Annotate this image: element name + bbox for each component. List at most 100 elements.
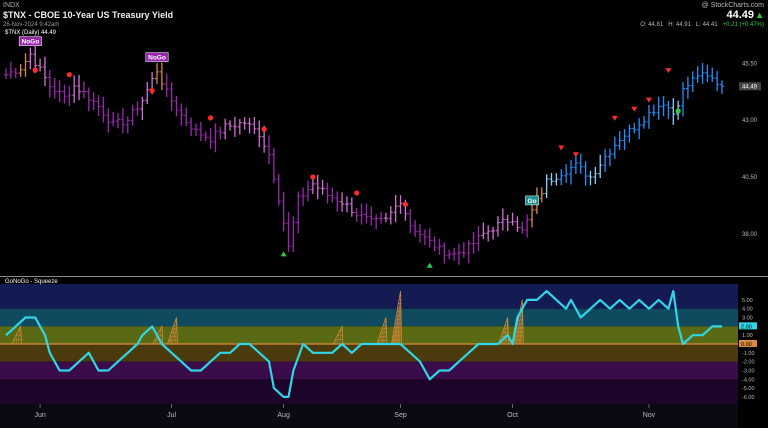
- last-price-tag: [739, 82, 761, 91]
- price-legend: $TNX (Daily) 44.49: [3, 30, 59, 36]
- red-triangle-marker: [572, 152, 579, 158]
- oscillator-legend: GoNoGo - Squeeze: [5, 279, 58, 285]
- squeeze-spike-grid: [13, 339, 16, 345]
- oscillator-last-tag-label: 2.00: [741, 324, 752, 330]
- high-value: H: 44.91: [668, 22, 691, 28]
- green-triangle-marker: [426, 262, 433, 268]
- oscillator-tick-label: -2.00: [742, 360, 755, 366]
- up-arrow-icon: ▲: [755, 10, 764, 20]
- red-triangle-marker: [631, 106, 638, 112]
- squeeze-spikes: [10, 290, 524, 345]
- squeeze-spike-grid: [395, 319, 397, 345]
- squeeze-spike-grid: [380, 332, 382, 345]
- squeeze-spike-grid: [15, 335, 18, 345]
- squeeze-spike-grid: [394, 323, 397, 345]
- squeeze-spike-grid: [396, 311, 399, 345]
- oscillator-tick-label: -1.00: [742, 351, 755, 357]
- x-axis-label: Nov: [643, 412, 656, 419]
- zero-tag: [739, 340, 757, 347]
- trend-label-text: Go: [528, 198, 537, 205]
- x-axis-label: Jun: [34, 412, 45, 419]
- oscillator-line: [5, 290, 722, 398]
- nogo-countertrend-dot: [354, 190, 360, 196]
- squeeze-spike: [166, 317, 178, 345]
- go-countertrend-dot: [675, 108, 681, 114]
- oscillator-band: [0, 308, 738, 327]
- x-axis: Jun Jul Aug Sep Oct Nov: [34, 404, 656, 419]
- ohlc-readout: O: 44.81 H: 44.91 L: 44.41 +0.21 (+0.47%…: [640, 22, 764, 28]
- squeeze-spike-grid: [18, 330, 20, 345]
- squeeze-spike-grid: [397, 307, 399, 345]
- oscillator-tick-label: 5.00: [742, 298, 753, 304]
- red-triangle-marker: [611, 115, 618, 121]
- x-axis-label: Jul: [167, 412, 176, 419]
- oscillator-band: [0, 361, 738, 380]
- price-tick-label: 38.00: [742, 232, 758, 238]
- squeeze-spike-grid: [383, 325, 385, 345]
- nogo-countertrend-dot: [66, 72, 72, 78]
- oscillator-series-line: [5, 290, 722, 398]
- oscillator-band: [0, 379, 738, 404]
- price-panel: 45.50 43.00 40.50 38.00 44.49 NoGo NoGo Go: [0, 0, 761, 276]
- squeeze-spike-grid: [154, 339, 157, 345]
- oscillator-band: [0, 344, 738, 362]
- oscillator-tick-label: -5.00: [742, 386, 755, 392]
- price-markers: [32, 67, 681, 268]
- timestamp: 26-Nov-2024 9:42am: [3, 22, 60, 28]
- squeeze-spike-grid: [171, 332, 173, 345]
- oscillator-footer: [0, 404, 738, 428]
- squeeze-spike-grid: [379, 336, 381, 345]
- price-panel-bg: [0, 0, 738, 276]
- squeeze-spike-grid: [516, 327, 518, 345]
- nogo-countertrend-dot: [402, 201, 409, 207]
- squeeze-spike-grid: [504, 325, 507, 345]
- trend-label-text: NoGo: [148, 55, 166, 62]
- open-value: O: 44.81: [640, 22, 664, 28]
- squeeze-spike-grid: [393, 331, 395, 345]
- price-axis: 45.50 43.00 40.50 38.00 44.49: [739, 61, 761, 238]
- squeeze-spike-grid: [515, 331, 517, 345]
- squeeze-spike-grid: [335, 339, 337, 345]
- x-axis-label: Aug: [277, 412, 290, 419]
- nogo-countertrend-dot: [207, 115, 214, 121]
- squeeze-spike-grid: [514, 335, 517, 345]
- trend-label-text: NoGo: [22, 39, 40, 46]
- squeeze-spike-grid: [169, 336, 172, 345]
- price-tick-label: 45.50: [742, 61, 758, 67]
- nogo-countertrend-dot: [32, 67, 38, 73]
- squeeze-spike-grid: [173, 325, 176, 345]
- price-labels: NoGo NoGo Go: [18, 36, 539, 206]
- red-triangle-marker: [558, 145, 565, 151]
- oscillator-bands: [0, 284, 738, 428]
- x-axis-label: Oct: [507, 412, 518, 419]
- last-price: 44.49: [726, 9, 754, 21]
- brand-label: @ StockCharts.com: [701, 2, 764, 9]
- squeeze-spike: [498, 317, 510, 345]
- exchange-label: INDX: [3, 2, 20, 9]
- red-triangle-marker: [645, 97, 652, 103]
- oscillator-band: [0, 284, 738, 309]
- oscillator-tick-label: -4.00: [742, 377, 755, 383]
- change-value: +0.21 (+0.47%): [722, 22, 764, 28]
- oscillator-axis: 5.00 4.00 3.00 2.00 1.00 0.00 -1.00 -2.00 -3.00 -…: [739, 298, 757, 401]
- squeeze-spike-grid: [517, 323, 519, 345]
- price-bars: [4, 43, 724, 265]
- chart-title: $TNX - CBOE 10-Year US Treasury Yield: [3, 10, 174, 20]
- squeeze-spike-grid: [520, 307, 522, 345]
- squeeze-spike-grid: [339, 330, 342, 345]
- oscillator-tick-label: 4.00: [742, 307, 753, 313]
- squeeze-spike-grid: [518, 315, 521, 345]
- last-price-tag-label: 44.49: [742, 84, 758, 90]
- price-tick-label: 43.00: [742, 118, 758, 124]
- price-tick-label: 40.50: [742, 175, 758, 181]
- low-value: L: 44.41: [695, 22, 718, 28]
- nogo-countertrend-dot: [149, 87, 155, 94]
- nogo-countertrend-dot: [261, 126, 267, 132]
- squeeze-spike-grid: [381, 328, 384, 345]
- squeeze-spike-grid: [503, 328, 506, 345]
- oscillator-band: [0, 326, 738, 344]
- squeeze-spike-grid: [392, 335, 395, 345]
- squeeze-spike-grid: [337, 335, 339, 345]
- nogo-countertrend-dot: [310, 174, 316, 180]
